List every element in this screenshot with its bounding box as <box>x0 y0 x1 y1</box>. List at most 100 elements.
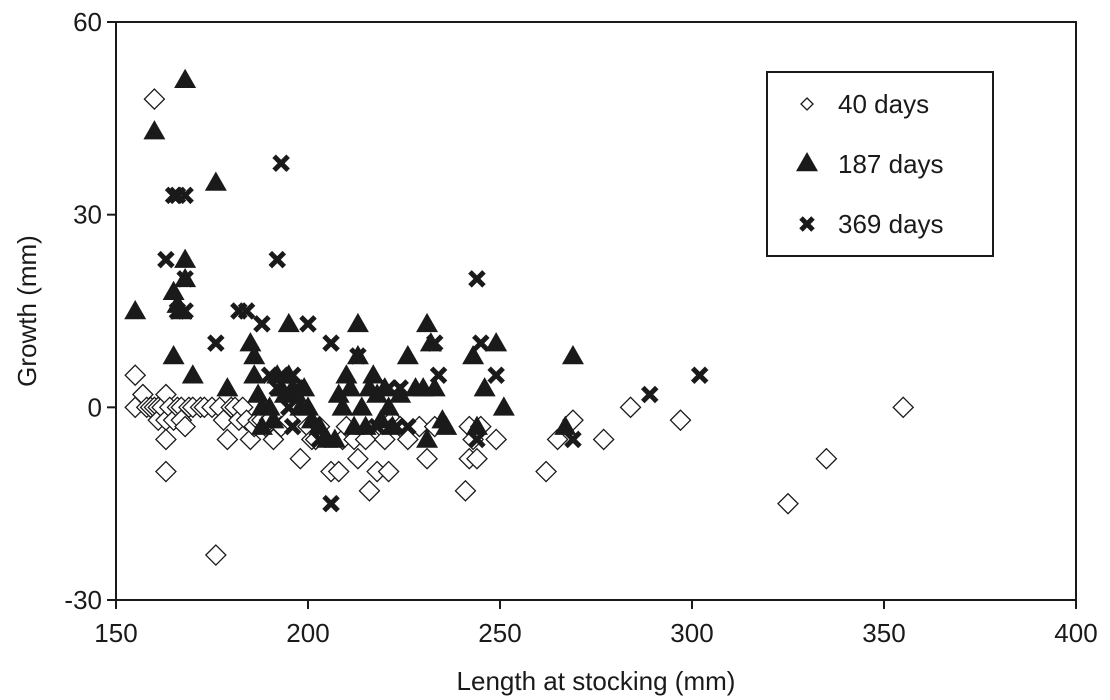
triangle-point <box>323 428 346 448</box>
triangle-point <box>554 415 577 435</box>
diamond-point <box>466 447 488 470</box>
cross-point <box>640 385 659 404</box>
triangle-point <box>561 344 584 365</box>
cross-point <box>399 417 417 436</box>
x-tick-label: 300 <box>670 618 713 648</box>
diamond-point <box>535 460 557 483</box>
legend-marker-triangle <box>796 152 818 172</box>
triangle-point <box>339 377 362 397</box>
triangle-point <box>247 383 270 403</box>
triangle-point <box>462 344 485 365</box>
plot-frame <box>115 21 1077 601</box>
cross-point <box>299 315 317 333</box>
cross-point <box>176 186 194 205</box>
triangle-point <box>243 364 266 384</box>
triangle-point <box>239 332 262 352</box>
cross-point <box>237 302 256 320</box>
cross-point <box>310 430 329 449</box>
legend-marker-cross <box>799 216 815 232</box>
triangle-point <box>492 396 515 416</box>
cross-point <box>157 250 175 269</box>
cross-point <box>207 334 225 352</box>
triangle-point <box>174 68 197 89</box>
diamond-point <box>485 428 508 451</box>
x-axis: 150 200 250 300 350 400 <box>94 600 1098 648</box>
triangle-point <box>143 120 166 140</box>
triangle-point <box>308 415 331 435</box>
triangle-point <box>423 377 446 397</box>
diamond-point <box>815 447 838 470</box>
triangle-point <box>465 415 488 435</box>
triangle-point <box>162 280 185 300</box>
triangle-point <box>346 312 369 333</box>
diamond-point <box>892 396 915 419</box>
triangle-point <box>389 383 412 403</box>
legend-label: 187 days <box>838 149 944 179</box>
triangle-point <box>350 396 373 416</box>
diamond-point <box>174 415 197 438</box>
triangle-point <box>297 396 319 416</box>
plot-points <box>124 68 915 566</box>
cross-point <box>268 379 287 397</box>
triangle-point <box>204 171 227 191</box>
triangle-point <box>485 332 508 352</box>
cross-point <box>429 366 448 384</box>
triangle-point <box>181 364 204 384</box>
triangle-point <box>250 415 273 435</box>
series-1 <box>124 68 584 448</box>
triangle-point <box>416 312 439 333</box>
x-axis-label: Length at stocking (mm) <box>457 666 736 696</box>
triangle-point <box>396 344 419 365</box>
legend: 40 days 187 days 369 days <box>766 71 994 257</box>
diamond-point <box>155 428 177 451</box>
triangle-point <box>124 300 147 320</box>
diamond-point <box>347 447 369 470</box>
cross-point <box>176 302 194 320</box>
triangle-point <box>377 396 400 416</box>
cross-point <box>268 250 287 269</box>
x-tick-label: 250 <box>478 618 521 648</box>
diamond-point <box>155 460 177 483</box>
diamond-point <box>204 544 227 566</box>
cross-point <box>472 334 490 352</box>
legend-label: 369 days <box>838 209 944 239</box>
y-tick-label: 60 <box>73 7 102 37</box>
triangle-point <box>162 344 185 365</box>
y-tick-label: 0 <box>88 392 102 422</box>
cross-point <box>280 398 298 417</box>
cross-point <box>287 379 306 397</box>
cross-point <box>468 270 486 288</box>
triangle-point <box>473 377 496 397</box>
diamond-point <box>377 460 400 483</box>
series-2 <box>157 154 709 513</box>
triangle-point <box>362 364 385 384</box>
x-tick-label: 200 <box>286 618 329 648</box>
cross-point <box>322 334 340 352</box>
cross-point <box>425 334 444 352</box>
y-tick-label: -30 <box>64 585 102 615</box>
cross-point <box>349 347 367 365</box>
legend-marker-diamond <box>800 97 814 111</box>
triangle-point <box>331 396 354 416</box>
diamond-point <box>358 479 381 502</box>
triangle-point <box>174 248 197 268</box>
cross-point <box>690 366 709 384</box>
diamond-point <box>216 428 239 451</box>
cross-point <box>322 494 340 513</box>
diamond-point <box>289 447 312 470</box>
triangle-point <box>327 383 350 403</box>
diamond-point <box>416 447 438 470</box>
triangle-point <box>243 344 266 365</box>
cross-point <box>391 379 409 397</box>
triangle-point <box>262 409 285 429</box>
x-tick-label: 150 <box>94 618 137 648</box>
cross-point <box>468 430 486 449</box>
y-axis-label: Growth (mm) <box>12 235 42 387</box>
diamond-point <box>592 428 615 451</box>
triangle-point <box>277 312 300 333</box>
triangle-point <box>335 364 358 384</box>
triangle-point <box>416 428 439 448</box>
x-tick-label: 400 <box>1054 618 1097 648</box>
cross-point <box>283 366 302 384</box>
